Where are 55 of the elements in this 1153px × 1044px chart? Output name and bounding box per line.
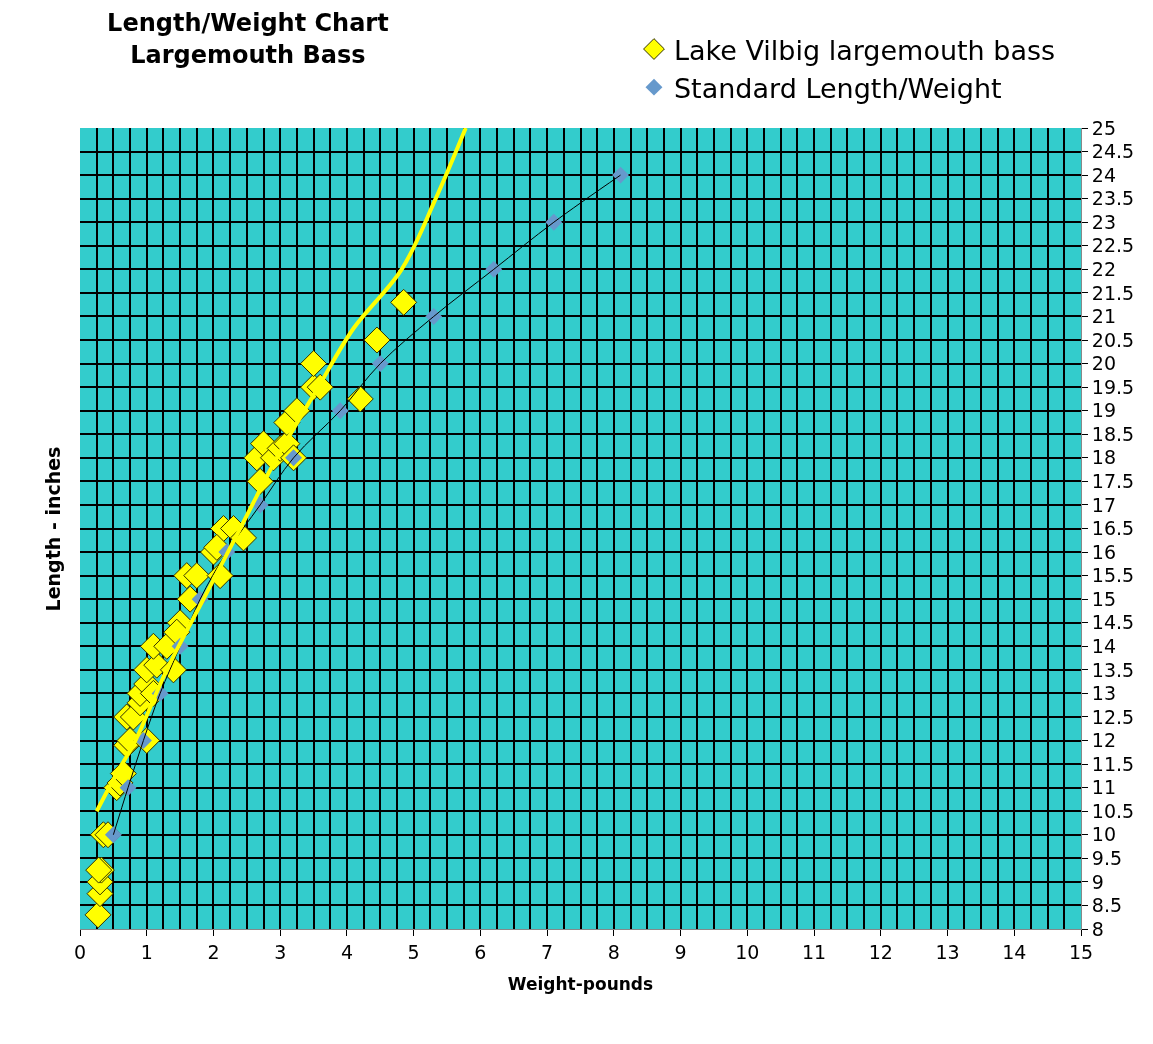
y-tick-label: 23: [1091, 210, 1116, 233]
legend-label: Lake Vilbig largemouth bass: [673, 34, 1056, 66]
x-tick-label: 11: [801, 940, 827, 963]
y-tick-label: 21: [1091, 305, 1116, 328]
y-tick-label: 18: [1091, 446, 1116, 469]
x-tick-label: 6: [474, 940, 487, 963]
y-tick-label: 11.5: [1091, 752, 1135, 775]
y-tick-label: 11: [1091, 776, 1116, 799]
x-tick-label: 8: [607, 940, 620, 963]
x-tick-label: 4: [340, 940, 353, 963]
x-tick-label: 3: [274, 940, 287, 963]
y-tick-label: 14: [1091, 634, 1116, 657]
y-tick-label: 9: [1091, 870, 1104, 893]
chart-title: Length/Weight Chart Largemouth Bass: [107, 9, 389, 69]
y-tick-label: 15: [1091, 587, 1116, 610]
y-tick-label: 19: [1091, 399, 1116, 422]
y-tick-label: 9.5: [1091, 846, 1123, 869]
y-tick-label: 17.5: [1091, 470, 1135, 493]
y-tick-label: 16.5: [1091, 517, 1135, 540]
x-tick-label: 14: [1002, 940, 1027, 963]
x-tick-label: 0: [73, 940, 87, 963]
legend-label: Standard Length/Weight: [673, 72, 1002, 104]
y-tick-label: 24: [1091, 163, 1116, 186]
y-tick-label: 18.5: [1091, 422, 1135, 445]
x-tick-label: 10: [735, 940, 760, 963]
y-tick-label: 12.5: [1091, 705, 1135, 728]
y-tick-label: 15.5: [1091, 564, 1135, 587]
y-tick-label: 24.5: [1091, 140, 1135, 163]
y-tick-label: 22.5: [1091, 234, 1135, 257]
y-tick-label: 19.5: [1091, 375, 1135, 398]
y-tick-label: 13.5: [1091, 658, 1135, 681]
x-tick-label: 12: [868, 940, 893, 963]
y-tick-label: 22: [1091, 258, 1116, 280]
y-tick-label: 17: [1091, 493, 1116, 516]
y-tick-label: 21.5: [1091, 281, 1135, 304]
y-tick-label: 12: [1091, 729, 1116, 752]
y-tick-label: 13: [1091, 682, 1116, 705]
y-tick-label: 8: [1091, 917, 1104, 940]
y-tick-label: 25: [1091, 116, 1116, 139]
x-tick-label: 1: [140, 940, 153, 963]
y-axis-title: Length - inches: [42, 446, 65, 612]
x-tick-label: 2: [207, 940, 220, 963]
y-tick-label: 8.5: [1091, 894, 1123, 917]
y-tick-label: 10.5: [1091, 799, 1135, 822]
x-tick-label: 5: [407, 940, 420, 963]
x-tick-label: 13: [935, 940, 960, 963]
x-tick-label: 9: [674, 940, 687, 963]
y-tick-label: 10: [1091, 823, 1116, 846]
x-axis-title: Weight-pounds: [507, 974, 654, 994]
y-tick-label: 23.5: [1091, 187, 1135, 210]
y-tick-label: 20.5: [1091, 328, 1135, 351]
y-tick-label: 16: [1091, 540, 1116, 563]
x-tick-label: 7: [541, 940, 554, 963]
y-tick-label: 14.5: [1091, 611, 1135, 634]
y-tick-label: 20: [1091, 352, 1116, 375]
